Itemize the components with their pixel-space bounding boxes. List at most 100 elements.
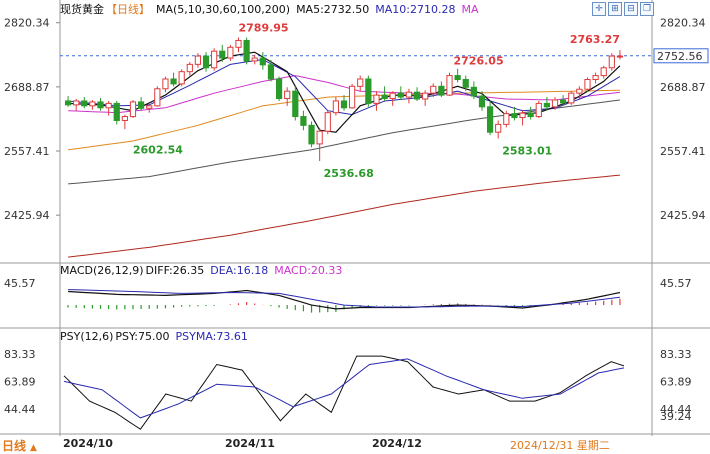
price-annotation-5: 2583.01: [502, 145, 552, 158]
candle-body-27: [284, 90, 291, 100]
psy-tick-left-0: 83.33: [4, 348, 36, 361]
candle-body-65: [592, 75, 599, 80]
candle-body-26: [275, 78, 283, 100]
candle-body-19: [219, 50, 226, 59]
price-annotation-0: 2789.95: [238, 22, 288, 35]
candle-body-21: [235, 39, 242, 48]
macd-label: MACD(26,12,9): [60, 264, 144, 277]
candle-body-42: [405, 91, 413, 98]
period-tag[interactable]: 【日线】: [106, 3, 150, 16]
zoom-out-icon[interactable]: ⊟: [624, 2, 638, 16]
macd-value: MACD:20.33: [274, 264, 343, 277]
candle-body-13: [170, 78, 177, 85]
candle-body-44: [422, 92, 429, 100]
candle-body-17: [202, 55, 210, 69]
candle-body-66: [600, 67, 607, 77]
candle-body-45: [430, 85, 437, 94]
candle-body-41: [397, 92, 404, 98]
candle-body-60: [551, 99, 559, 108]
candle-body-64: [584, 78, 591, 90]
ma-label: MA(5,10,30,60,100,200): [156, 3, 291, 16]
period-button[interactable]: 日线 ▲: [2, 437, 37, 454]
psyma-line: [63, 358, 625, 419]
price-header: 现货黄金 【日线】 MA(5,10,30,60,100,200) MA5:2732.5…: [60, 3, 485, 17]
candle-body-68: [616, 55, 624, 58]
candle-body-11: [154, 88, 161, 107]
period-button-label: 日线: [2, 439, 27, 453]
candle-body-55: [511, 113, 518, 119]
candle-body-18: [211, 50, 218, 69]
candle-body-15: [186, 63, 193, 73]
candle-body-5: [105, 102, 112, 109]
candle-body-59: [543, 102, 550, 108]
period-arrow-icon: ▲: [30, 443, 37, 453]
candle-body-1: [73, 100, 80, 106]
x-tick-3: 2024/12: [372, 437, 422, 450]
candle-body-8: [129, 101, 137, 118]
candle-body-35: [349, 85, 356, 109]
candle-body-46: [438, 85, 445, 96]
candle-body-29: [300, 116, 307, 126]
macd-tick-left-0: 45.57: [4, 277, 36, 290]
candle-body-56: [519, 112, 526, 119]
candle-body-48: [454, 75, 461, 80]
candle-body-6: [113, 102, 120, 121]
price-tick-right-2: 2557.41: [660, 145, 706, 158]
symbol-name: 现货黄金: [60, 3, 104, 16]
psy-tick-left-2: 44.44: [4, 403, 36, 416]
candle-body-0: [64, 100, 72, 106]
candle-body-22: [243, 39, 250, 62]
price-annotation-2: 2726.05: [454, 55, 504, 68]
candle-body-53: [495, 123, 502, 133]
candle-body-40: [389, 92, 396, 100]
candle-body-4: [97, 101, 104, 109]
psyma-value: PSYMA:73.61: [175, 330, 248, 343]
last-price-label: 2752.56: [657, 50, 703, 63]
macd-dea: DEA:16.18: [210, 264, 269, 277]
x-tick-1: 2024/10: [63, 437, 113, 450]
candle-body-23: [251, 57, 258, 62]
candle-body-43: [413, 91, 421, 100]
date-readout: 2024/12/31 星期二: [510, 439, 610, 452]
candle-body-54: [503, 113, 510, 125]
zoom-in-icon[interactable]: ⊞: [608, 2, 622, 16]
ma5-value: MA5:2732.50: [296, 3, 370, 16]
price-tick-right-0: 2820.34: [660, 17, 706, 30]
candle-body-61: [560, 99, 567, 104]
last-price-box: [653, 48, 709, 64]
candle-body-37: [365, 78, 372, 104]
psy-header: PSY(12,6) PSY:75.00 PSYMA:73.61: [60, 330, 254, 344]
psy-value: PSY:75.00: [115, 330, 170, 343]
candle-body-14: [178, 71, 185, 85]
candle-body-25: [267, 64, 275, 80]
candle-body-34: [340, 100, 348, 109]
price-annotation-3: 2602.54: [133, 143, 183, 156]
psy-label: PSY(12,6): [60, 330, 114, 343]
candle-body-58: [535, 102, 542, 118]
ma30-line: [68, 75, 620, 114]
price-tick-left-0: 2820.34: [4, 17, 50, 30]
psy-tick-right-1: 63.89: [660, 376, 692, 389]
price-tick-left-3: 2425.94: [4, 209, 50, 222]
candle-body-9: [138, 101, 145, 109]
psy-tick-right-2: 44.44: [660, 403, 692, 416]
crosshair-icon[interactable]: ✛: [592, 2, 606, 16]
psy-tick-right-0: 83.33: [660, 348, 692, 361]
candle-body-32: [324, 112, 331, 132]
candle-body-36: [357, 78, 364, 87]
macd-dea-line: [68, 289, 620, 308]
candle-body-7: [121, 116, 128, 121]
candle-body-52: [486, 106, 494, 133]
price-tick-left-2: 2557.41: [4, 145, 50, 158]
price-tick-right-1: 2688.87: [660, 81, 706, 94]
psy-extra-label: 39.24: [660, 410, 692, 423]
candle-body-51: [478, 95, 486, 108]
price-tick-left-1: 2688.87: [4, 81, 50, 94]
candle-body-57: [527, 112, 534, 118]
candle-body-47: [446, 75, 453, 96]
candle-body-31: [316, 130, 323, 145]
candle-body-62: [568, 92, 575, 104]
candle-body-50: [470, 86, 477, 97]
restore-icon[interactable]: ❐: [640, 2, 654, 16]
